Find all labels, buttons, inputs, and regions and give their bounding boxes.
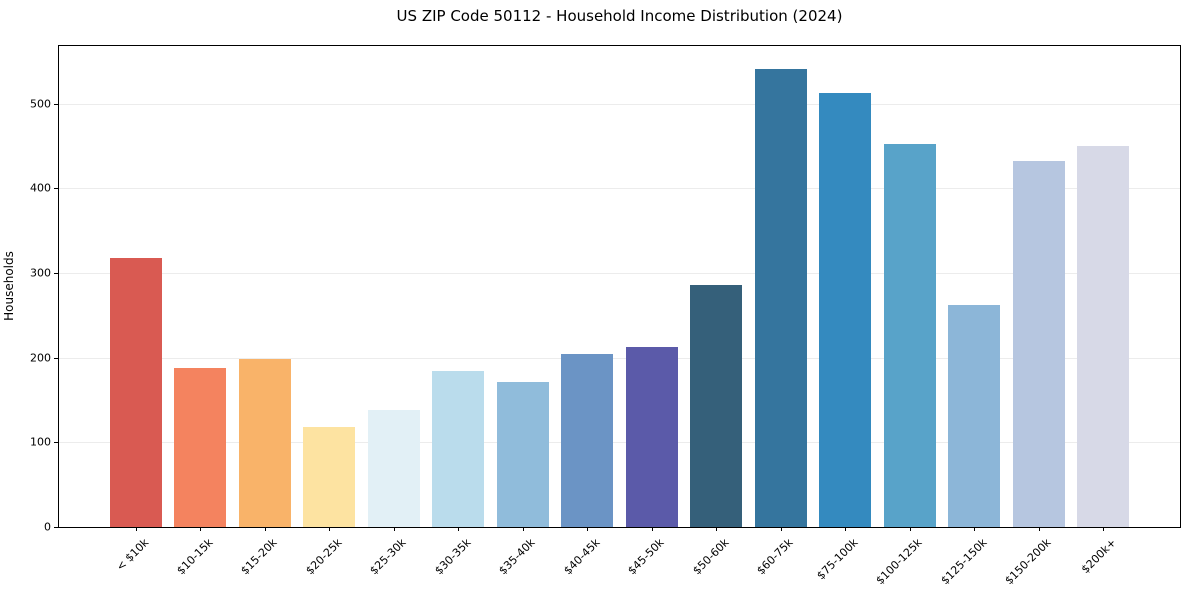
y-tick-mark bbox=[54, 103, 58, 105]
y-tick-mark bbox=[54, 357, 58, 359]
x-tick-label: $45-50k bbox=[625, 536, 667, 578]
bar bbox=[948, 305, 1001, 527]
y-tick-label: 0 bbox=[44, 520, 51, 534]
bar bbox=[303, 427, 356, 527]
gridline bbox=[59, 357, 1180, 359]
bar bbox=[625, 346, 678, 527]
x-tick-label: $200k+ bbox=[1078, 536, 1119, 577]
x-tick-label: $125-150k bbox=[938, 536, 990, 588]
bar bbox=[496, 382, 549, 527]
x-tick-mark bbox=[780, 527, 782, 531]
x-tick-mark bbox=[135, 527, 137, 531]
y-tick-label: 200 bbox=[30, 351, 51, 365]
x-tick-mark bbox=[974, 527, 976, 531]
x-tick-label: $50-60k bbox=[690, 536, 732, 578]
x-tick-label: $25-30k bbox=[367, 536, 409, 578]
bar bbox=[690, 284, 743, 527]
gridline bbox=[59, 442, 1180, 444]
bar bbox=[174, 367, 227, 527]
x-tick-label: $100-125k bbox=[873, 536, 925, 588]
bar bbox=[1012, 161, 1065, 527]
x-tick-mark bbox=[716, 527, 718, 531]
x-tick-label: $150-200k bbox=[1002, 536, 1054, 588]
y-tick-label: 100 bbox=[30, 435, 51, 449]
x-tick-mark bbox=[909, 527, 911, 531]
x-tick-mark bbox=[329, 527, 331, 531]
x-tick-mark bbox=[1103, 527, 1105, 531]
x-tick-label: $15-20k bbox=[238, 536, 280, 578]
x-tick-mark bbox=[458, 527, 460, 531]
bar bbox=[754, 68, 807, 527]
y-tick-label: 500 bbox=[30, 97, 51, 111]
x-tick-mark bbox=[1038, 527, 1040, 531]
x-tick-mark bbox=[845, 527, 847, 531]
x-tick-label: $75-100k bbox=[814, 536, 861, 583]
y-tick-mark bbox=[54, 442, 58, 444]
y-tick-mark bbox=[54, 272, 58, 274]
x-tick-label: $60-75k bbox=[754, 536, 796, 578]
x-tick-mark bbox=[264, 527, 266, 531]
bar bbox=[561, 354, 614, 527]
x-tick-mark bbox=[522, 527, 524, 531]
bar bbox=[883, 144, 936, 527]
x-tick-label: $30-35k bbox=[432, 536, 474, 578]
x-tick-mark bbox=[651, 527, 653, 531]
x-tick-mark bbox=[200, 527, 202, 531]
x-tick-label: < $10k bbox=[113, 536, 151, 574]
x-tick-mark bbox=[393, 527, 395, 531]
bar bbox=[1077, 145, 1130, 527]
gridline bbox=[59, 188, 1180, 190]
gridline bbox=[59, 103, 1180, 105]
y-tick-label: 300 bbox=[30, 266, 51, 280]
y-axis-label: Households bbox=[2, 251, 16, 321]
x-tick-mark bbox=[587, 527, 589, 531]
bar bbox=[432, 371, 485, 527]
y-tick-mark bbox=[54, 527, 58, 528]
bar bbox=[109, 257, 162, 527]
gridline bbox=[59, 272, 1180, 274]
bar bbox=[367, 410, 420, 527]
bar bbox=[238, 359, 291, 527]
plot-area: 0 100 200 300 400 500 < $10k $10-15k $15-20k $20-… bbox=[30, 45, 1181, 587]
x-tick-label: $35-40k bbox=[496, 536, 538, 578]
chart-title: US ZIP Code 50112 - Household Income Dis… bbox=[396, 7, 843, 25]
y-tick-mark bbox=[54, 188, 58, 190]
bar bbox=[819, 93, 872, 527]
x-tick-label: $20-25k bbox=[303, 536, 345, 578]
x-tick-label: $40-45k bbox=[561, 536, 603, 578]
x-tick-label: $10-15k bbox=[174, 536, 216, 578]
y-tick-label: 400 bbox=[30, 181, 51, 195]
